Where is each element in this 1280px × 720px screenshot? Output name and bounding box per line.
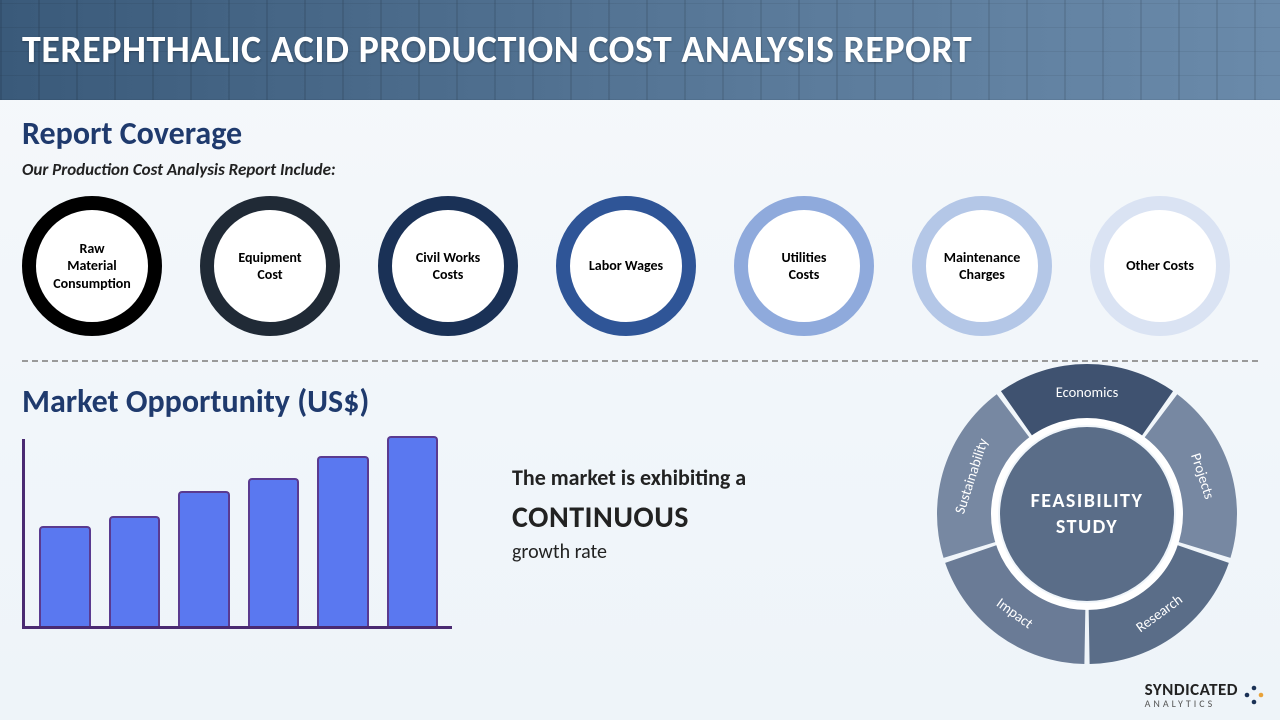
header-banner: TEREPHTHALIC ACID PRODUCTION COST ANALYS… <box>0 0 1280 100</box>
wheel-center <box>1000 427 1174 601</box>
coverage-circle: Equipment Cost <box>200 196 340 336</box>
opportunity-column: Market Opportunity (US$) <box>22 374 482 664</box>
chart-bar <box>248 478 300 626</box>
lower-section: Market Opportunity (US$) The market is e… <box>22 374 1258 664</box>
chart-bar <box>178 491 230 626</box>
coverage-circle-label: Other Costs <box>1126 257 1194 275</box>
wheel-segment <box>1001 364 1173 437</box>
coverage-subtitle: Our Production Cost Analysis Report Incl… <box>22 159 1258 180</box>
opportunity-text-big: CONTINUOUS <box>512 499 892 536</box>
coverage-circle-label: Raw Material Consumption <box>53 240 131 293</box>
coverage-circles: Raw Material Consumption Equipment Cost Ci… <box>22 194 1258 354</box>
opportunity-text-line3: growth rate <box>512 540 892 564</box>
opportunity-title: Market Opportunity (US$) <box>22 382 482 421</box>
section-divider <box>22 360 1258 362</box>
feasibility-wheel <box>937 364 1237 664</box>
coverage-circle: Utilities Costs <box>734 196 874 336</box>
brand-icon <box>1244 685 1264 705</box>
feasibility-wheel-container: FEASIBILITY STUDY ProjectsResearchImpact… <box>922 364 1252 664</box>
coverage-circle: Civil Works Costs <box>378 196 518 336</box>
coverage-circle-label: Civil Works Costs <box>410 249 486 284</box>
coverage-circle: Labor Wages <box>556 196 696 336</box>
page-title: TEREPHTHALIC ACID PRODUCTION COST ANALYS… <box>22 27 972 73</box>
coverage-title: Report Coverage <box>22 114 1258 153</box>
coverage-circle-label: Maintenance Charges <box>944 249 1021 284</box>
coverage-circle: Other Costs <box>1090 196 1230 336</box>
coverage-circle: Raw Material Consumption <box>22 196 162 336</box>
content-area: Report Coverage Our Production Cost Anal… <box>0 100 1280 664</box>
coverage-circle-label: Utilities Costs <box>766 249 842 284</box>
opportunity-text: The market is exhibiting a CONTINUOUS gr… <box>512 374 892 664</box>
coverage-circle: Maintenance Charges <box>912 196 1052 336</box>
coverage-circle-label: Labor Wages <box>589 257 663 275</box>
chart-bar <box>317 456 369 626</box>
brand-logo: SYNDICATED ANALYTICS <box>1145 679 1264 710</box>
chart-bar <box>39 526 91 626</box>
chart-bar <box>109 516 161 626</box>
opportunity-text-line1: The market is exhibiting a <box>512 464 892 491</box>
coverage-circle-label: Equipment Cost <box>232 249 308 284</box>
chart-bar <box>387 436 439 626</box>
growth-bar-chart <box>22 439 452 629</box>
